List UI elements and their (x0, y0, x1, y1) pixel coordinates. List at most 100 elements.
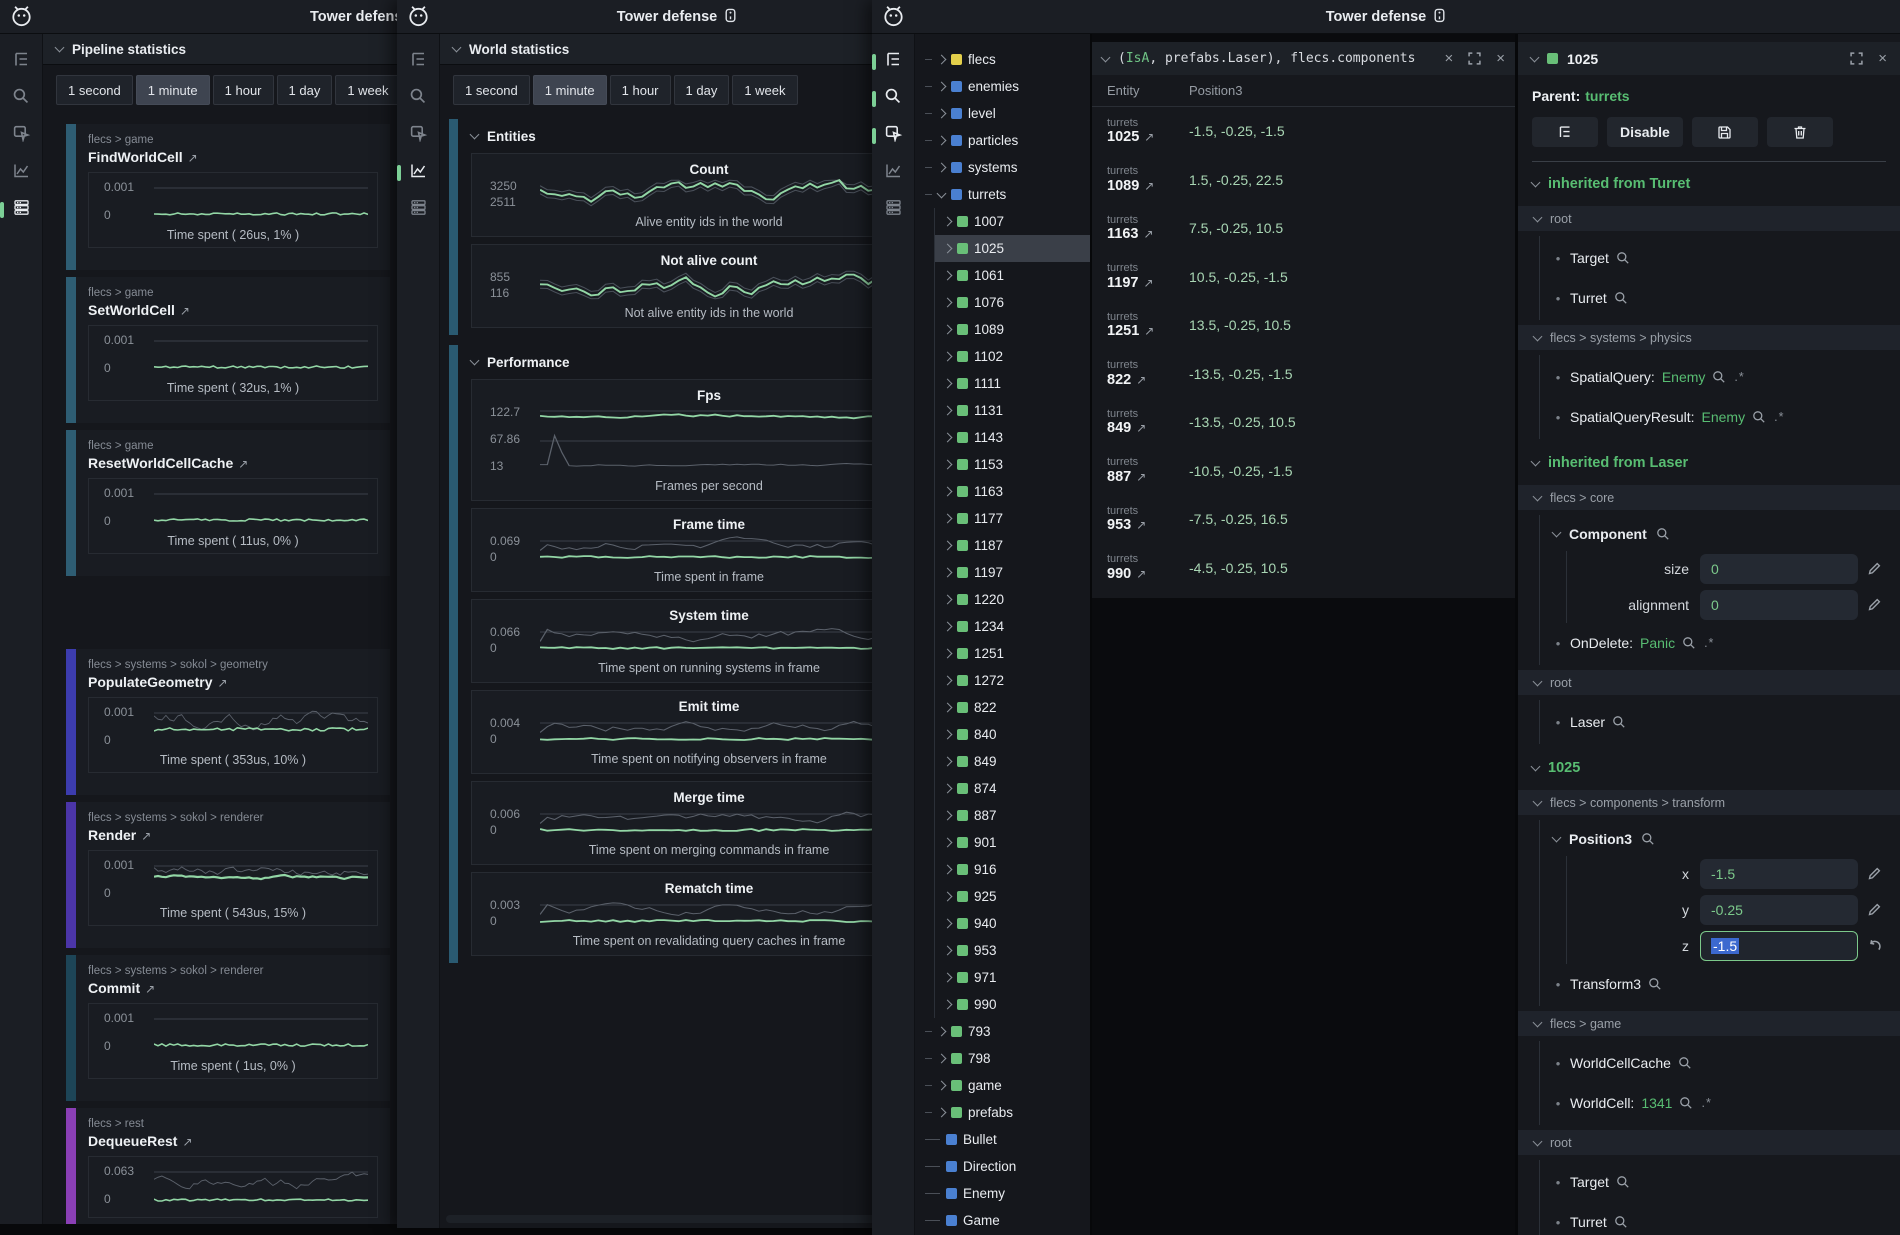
table-row[interactable]: turrets1197↗10.5, -0.25, -1.5 (1092, 253, 1515, 302)
table-row[interactable]: turrets849↗-13.5, -0.25, 10.5 (1092, 398, 1515, 447)
open-link-icon[interactable]: ↗ (141, 829, 151, 843)
open-link-icon[interactable]: ↗ (1144, 179, 1154, 193)
sidebar-item-query-select[interactable] (872, 121, 914, 150)
time-range-button[interactable]: 1 day (674, 75, 730, 105)
tree-item[interactable]: 1251 (935, 640, 1090, 667)
entity-id-link[interactable]: 822↗ (1107, 372, 1189, 389)
time-range-button[interactable]: 1 minute (136, 75, 210, 105)
table-row[interactable]: turrets990↗-4.5, -0.25, 10.5 (1092, 544, 1515, 593)
sidebar-item-charts[interactable] (0, 158, 42, 187)
tree-item[interactable]: 1187 (935, 532, 1090, 559)
table-row[interactable]: turrets1251↗13.5, -0.25, 10.5 (1092, 301, 1515, 350)
entity-id-link[interactable]: 1197↗ (1107, 275, 1189, 292)
component-item[interactable]: •Turret (1553, 278, 1890, 318)
entity-id-link[interactable]: 1163↗ (1107, 226, 1189, 243)
chevron-right-icon[interactable] (943, 784, 953, 794)
chevron-right-icon[interactable] (943, 838, 953, 848)
sidebar-item-query-select[interactable] (0, 121, 42, 150)
tree-item[interactable]: 887 (935, 802, 1090, 829)
revert-icon[interactable] (1858, 939, 1890, 953)
tree-item[interactable]: Game (915, 1207, 1090, 1234)
tree-item[interactable]: 874 (935, 775, 1090, 802)
open-link-icon[interactable]: ↗ (238, 457, 248, 471)
open-link-icon[interactable]: ↗ (182, 1135, 192, 1149)
chevron-right-icon[interactable] (943, 487, 953, 497)
collapse-chevron-icon[interactable] (1531, 762, 1541, 772)
close-panel-icon[interactable]: × (1878, 51, 1887, 66)
table-row[interactable]: turrets953↗-7.5, -0.25, 16.5 (1092, 495, 1515, 544)
tree-item[interactable]: Enemy (915, 1180, 1090, 1207)
entity-id-link[interactable]: 953↗ (1107, 517, 1189, 534)
tree-item[interactable]: 940 (935, 910, 1090, 937)
component-path-bar[interactable]: root (1518, 206, 1900, 231)
entity-id-link[interactable]: 1251↗ (1107, 323, 1189, 340)
chevron-right-icon[interactable] (943, 1000, 953, 1010)
chevron-right-icon[interactable] (937, 109, 947, 119)
chevron-right-icon[interactable] (943, 325, 953, 335)
tree-item[interactable]: 1177 (935, 505, 1090, 532)
sidebar-item-entities-tree[interactable] (397, 47, 439, 76)
time-range-button[interactable]: 1 minute (533, 75, 607, 105)
collapse-chevron-icon[interactable] (1533, 796, 1543, 806)
chevron-right-icon[interactable] (943, 433, 953, 443)
open-link-icon[interactable]: ↗ (1136, 421, 1146, 435)
search-icon[interactable] (1641, 832, 1655, 846)
search-icon[interactable] (1678, 1056, 1692, 1070)
close-panel-icon[interactable]: × (1496, 51, 1505, 66)
component-value-link[interactable]: Panic (1640, 635, 1675, 651)
tree-item[interactable]: Direction (915, 1153, 1090, 1180)
search-icon[interactable] (1612, 715, 1626, 729)
component-item[interactable]: •Turret (1553, 1202, 1890, 1235)
open-link-icon[interactable]: ↗ (1144, 324, 1154, 338)
chevron-right-icon[interactable] (943, 217, 953, 227)
table-row[interactable]: turrets822↗-13.5, -0.25, -1.5 (1092, 350, 1515, 399)
chevron-right-icon[interactable] (943, 946, 953, 956)
sidebar-item-stats[interactable] (397, 195, 439, 224)
chevron-down-icon[interactable] (937, 188, 947, 198)
tree-item[interactable]: systems (915, 154, 1090, 181)
tree-item[interactable]: 1089 (935, 316, 1090, 343)
component-path-bar[interactable]: root (1518, 670, 1900, 695)
tree-item[interactable]: enemies (915, 73, 1090, 100)
tree-item[interactable]: prefabs (915, 1099, 1090, 1126)
collapse-chevron-icon[interactable] (1533, 491, 1543, 501)
field-input[interactable]: 0 (1700, 554, 1858, 584)
search-icon[interactable] (1752, 410, 1766, 424)
chevron-right-icon[interactable] (943, 649, 953, 659)
tree-item[interactable]: 1220 (935, 586, 1090, 613)
search-icon[interactable] (1648, 977, 1662, 991)
tree-item[interactable]: 1076 (935, 289, 1090, 316)
column-header[interactable]: Entity (1107, 83, 1189, 98)
chevron-right-icon[interactable] (937, 163, 947, 173)
sidebar-item-query-select[interactable] (397, 121, 439, 150)
table-row[interactable]: turrets1089↗1.5, -0.25, 22.5 (1092, 156, 1515, 205)
tree-item[interactable]: 901 (935, 829, 1090, 856)
component-value-link[interactable]: Enemy (1662, 369, 1706, 385)
clear-query-icon[interactable]: × (1444, 51, 1453, 66)
tree-item[interactable]: 1234 (935, 613, 1090, 640)
chevron-right-icon[interactable] (937, 82, 947, 92)
chevron-right-icon[interactable] (937, 1108, 947, 1118)
sidebar-item-search[interactable] (872, 84, 914, 113)
time-range-button[interactable]: 1 second (453, 75, 530, 105)
component-item[interactable]: •WorldCellCache (1553, 1043, 1890, 1083)
collapse-chevron-icon[interactable] (1533, 676, 1543, 686)
collapse-chevron-icon[interactable] (1552, 528, 1562, 538)
collapse-chevron-icon[interactable] (470, 130, 480, 140)
tree-item[interactable]: 925 (935, 883, 1090, 910)
open-link-icon[interactable]: ↗ (1136, 567, 1146, 581)
delete-button[interactable] (1767, 117, 1833, 147)
sidebar-item-entities-tree[interactable] (0, 47, 42, 76)
tree-item[interactable]: 1153 (935, 451, 1090, 478)
column-header[interactable]: Position3 (1189, 83, 1242, 98)
collapse-chevron-icon[interactable] (470, 356, 480, 366)
chevron-right-icon[interactable] (943, 730, 953, 740)
expand-panel-icon[interactable] (1850, 52, 1863, 65)
component-item[interactable]: •SpatialQueryResult:Enemy.* (1553, 397, 1890, 437)
sidebar-item-stats[interactable] (872, 195, 914, 224)
chevron-right-icon[interactable] (943, 460, 953, 470)
parent-link[interactable]: turrets (1585, 88, 1629, 104)
entity-id-link[interactable]: 1025↗ (1107, 129, 1189, 146)
open-link-icon[interactable]: ↗ (1143, 276, 1153, 290)
tree-item[interactable]: turrets (915, 181, 1090, 208)
